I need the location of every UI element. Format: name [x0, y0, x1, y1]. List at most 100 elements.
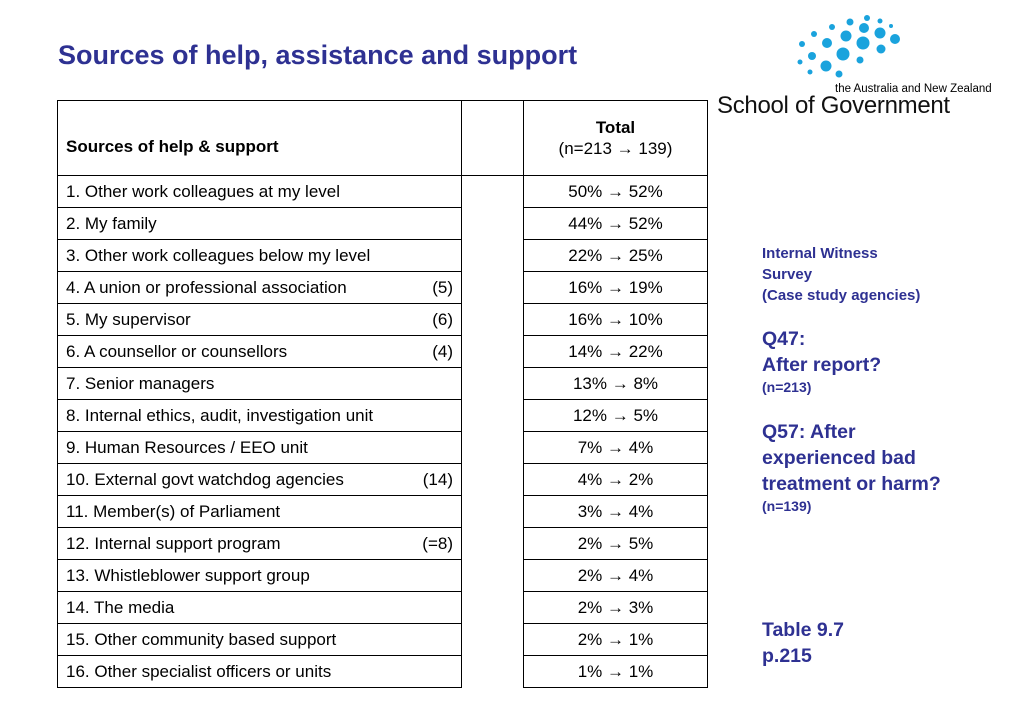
blank-cell — [461, 463, 524, 496]
source-cell: 10. External govt watchdog agencies (14) — [57, 463, 462, 496]
blank-cell — [461, 303, 524, 336]
source-label: 8. Internal ethics, audit, investigation… — [66, 405, 374, 425]
table-row: 13. Whistleblower support group 2% → 4% — [57, 559, 708, 592]
source-label: 15. Other community based support — [66, 629, 337, 649]
source-label: 4. A union or professional association — [66, 277, 347, 297]
source-label: 3. Other work colleagues below my level — [66, 245, 371, 265]
source-cell: 7. Senior managers — [57, 367, 462, 400]
source-label: 1. Other work colleagues at my level — [66, 181, 341, 201]
table-row: 2. My family 44% → 52% — [57, 207, 708, 240]
source-label: 5. My supervisor — [66, 309, 191, 329]
page-title: Sources of help, assistance and support — [58, 40, 578, 70]
source-label: 7. Senior managers — [66, 373, 215, 393]
source-label: 13. Whistleblower support group — [66, 565, 310, 585]
total-cell: 2% → 4% — [523, 559, 708, 592]
survey-line-3: (Case study agencies) — [762, 287, 921, 304]
blank-cell — [461, 591, 524, 624]
blank-cell — [461, 367, 524, 400]
table-header-row: Sources of help & support Total (n=213 →… — [57, 100, 708, 176]
source-cell: 5. My supervisor (6) — [57, 303, 462, 336]
rank-label: (5) — [432, 277, 453, 297]
table-row: 15. Other community based support 2% → 1% — [57, 623, 708, 656]
sources-table: Sources of help & support Total (n=213 →… — [57, 100, 708, 688]
total-cell: 12% → 5% — [523, 399, 708, 432]
table-row: 4. A union or professional association (5… — [57, 271, 708, 304]
source-label: 2. My family — [66, 213, 157, 233]
table-reference-note: Table 9.7 p.215 — [762, 617, 844, 669]
source-cell: 8. Internal ethics, audit, investigation… — [57, 399, 462, 432]
source-cell: 15. Other community based support — [57, 623, 462, 656]
total-cell: 44% → 52% — [523, 207, 708, 240]
source-label: 12. Internal support program — [66, 533, 281, 553]
table-row: 5. My supervisor (6) 16% → 10% — [57, 303, 708, 336]
rank-label: (=8) — [422, 533, 453, 553]
rank-label: (4) — [432, 341, 453, 361]
blank-cell — [461, 431, 524, 464]
q57-n: (n=139) — [762, 498, 812, 514]
q47-n: (n=213) — [762, 379, 812, 395]
school-logo: the Australia and New Zealand School of … — [714, 14, 1014, 124]
source-cell: 12. Internal support program (=8) — [57, 527, 462, 560]
table-row: 10. External govt watchdog agencies (14) 4… — [57, 463, 708, 496]
source-label: 14. The media — [66, 597, 175, 617]
source-cell: 2. My family — [57, 207, 462, 240]
table-ref-line-2: p.215 — [762, 645, 812, 667]
source-cell: 4. A union or professional association (5… — [57, 271, 462, 304]
total-cell: 16% → 19% — [523, 271, 708, 304]
blank-cell — [461, 559, 524, 592]
header-total-n: (n=213 → 139) — [558, 139, 673, 158]
blank-cell — [461, 271, 524, 304]
total-cell: 7% → 4% — [523, 431, 708, 464]
total-cell: 16% → 10% — [523, 303, 708, 336]
table-row: 14. The media 2% → 3% — [57, 591, 708, 624]
table-row: 8. Internal ethics, audit, investigation… — [57, 399, 708, 432]
blank-cell — [461, 399, 524, 432]
table-body: 1. Other work colleagues at my level 50% … — [57, 175, 708, 688]
logo-tagline: the Australia and New Zealand — [835, 83, 992, 95]
total-cell: 14% → 22% — [523, 335, 708, 368]
dots-logo-icon — [797, 15, 900, 78]
q57-text: Q57: After experienced bad treatment or … — [762, 421, 941, 495]
source-cell: 14. The media — [57, 591, 462, 624]
blank-cell — [461, 335, 524, 368]
blank-cell — [461, 175, 524, 208]
total-cell: 2% → 3% — [523, 591, 708, 624]
source-label: 16. Other specialist officers or units — [66, 661, 332, 681]
total-cell: 4% → 2% — [523, 463, 708, 496]
total-cell: 2% → 1% — [523, 623, 708, 656]
header-sources: Sources of help & support — [57, 100, 462, 176]
source-label: 10. External govt watchdog agencies — [66, 469, 344, 489]
q47-line-2: After report? — [762, 354, 882, 376]
source-cell: 11. Member(s) of Parliament — [57, 495, 462, 528]
total-cell: 2% → 5% — [523, 527, 708, 560]
table-ref-line-1: Table 9.7 — [762, 619, 845, 641]
total-cell: 50% → 52% — [523, 175, 708, 208]
logo-name: School of Government — [717, 92, 950, 119]
table-row: 3. Other work colleagues below my level 2… — [57, 239, 708, 272]
blank-cell — [461, 527, 524, 560]
blank-cell — [461, 655, 524, 688]
survey-note: Internal Witness Survey (Case study agen… — [762, 243, 920, 306]
source-cell: 6. A counsellor or counsellors (4) — [57, 335, 462, 368]
q57-note: Q57: After experienced bad treatment or … — [762, 419, 962, 515]
blank-cell — [461, 623, 524, 656]
table-row: 16. Other specialist officers or units 1%… — [57, 655, 708, 688]
survey-line-1: Internal Witness — [762, 245, 878, 262]
header-blank — [461, 100, 524, 176]
total-cell: 22% → 25% — [523, 239, 708, 272]
source-cell: 16. Other specialist officers or units — [57, 655, 462, 688]
header-total: Total (n=213 → 139) — [523, 100, 708, 176]
total-cell: 1% → 1% — [523, 655, 708, 688]
table-row: 7. Senior managers 13% → 8% — [57, 367, 708, 400]
source-label: 11. Member(s) of Parliament — [66, 501, 281, 521]
q47-line-1: Q47: — [762, 328, 806, 350]
source-cell: 9. Human Resources / EEO unit — [57, 431, 462, 464]
source-label: 6. A counsellor or counsellors — [66, 341, 288, 361]
rank-label: (6) — [432, 309, 453, 329]
rank-label: (14) — [422, 469, 453, 489]
table-row: 1. Other work colleagues at my level 50% … — [57, 175, 708, 208]
source-cell: 13. Whistleblower support group — [57, 559, 462, 592]
blank-cell — [461, 239, 524, 272]
total-cell: 13% → 8% — [523, 367, 708, 400]
survey-line-2: Survey — [762, 266, 813, 283]
